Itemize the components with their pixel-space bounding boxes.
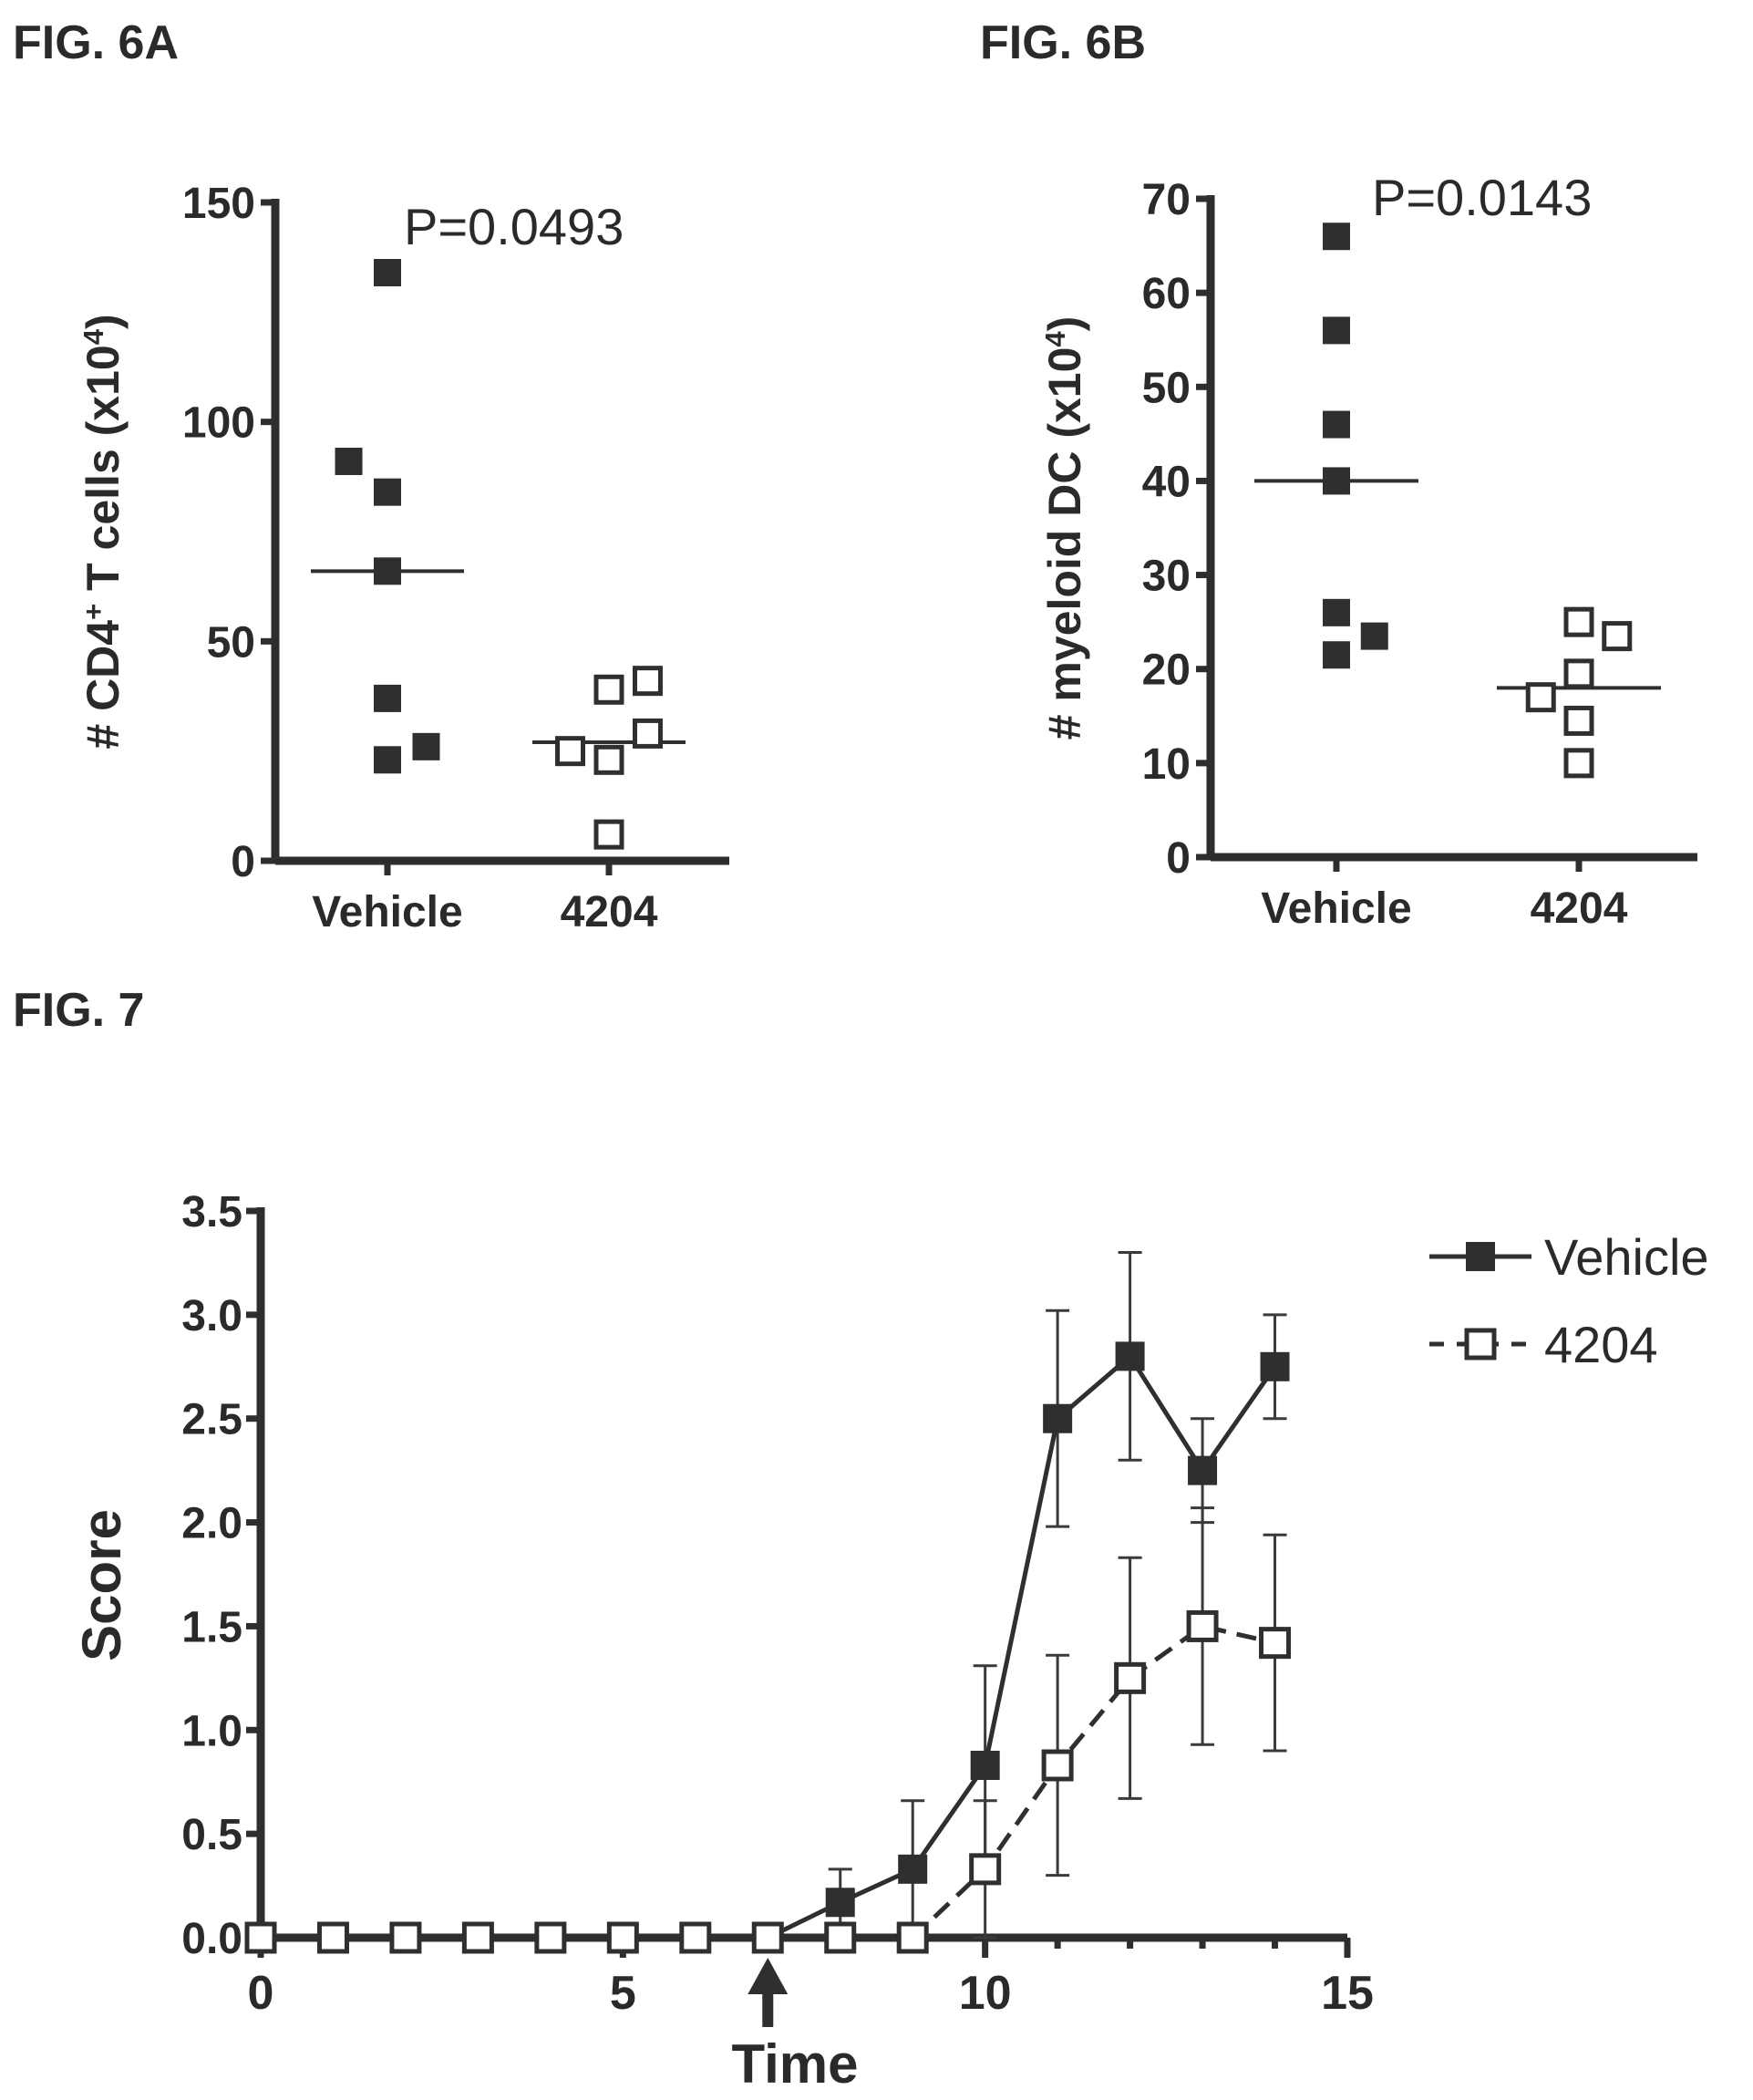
fig6b-y-tick-label: 70 bbox=[1142, 176, 1191, 224]
fig6b-point bbox=[1602, 621, 1633, 652]
fig7-point bbox=[1188, 1455, 1218, 1485]
fig7-point bbox=[534, 1921, 567, 1954]
fig7-legend-marker bbox=[1466, 1242, 1495, 1271]
fig6a-label: FIG. 6A bbox=[13, 16, 179, 69]
fig7-label: FIG. 7 bbox=[13, 984, 144, 1037]
fig6a-y-tick-label: 50 bbox=[207, 618, 255, 667]
fig7-y-tick-label: 2.0 bbox=[181, 1500, 242, 1548]
fig7-x-tick-label: 15 bbox=[1321, 1967, 1374, 2020]
fig6a-y-tick-label: 150 bbox=[182, 180, 255, 228]
fig7-y-tick-label: 3.0 bbox=[181, 1292, 242, 1340]
fig7-point bbox=[606, 1921, 639, 1954]
fig7-y-tick-label: 0.5 bbox=[181, 1811, 242, 1859]
fig6b-point bbox=[1525, 682, 1556, 713]
fig6a-point bbox=[374, 478, 401, 506]
fig7-chart: 0.0 0.5 1.0 1.5 2.0 2.5 3.0 3.5 0 5 10 15 Time Score V… bbox=[71, 1188, 1709, 2095]
fig7-treatment-arrow-head bbox=[748, 1958, 789, 1994]
fig6a-point bbox=[593, 744, 624, 775]
fig6a-point bbox=[412, 732, 440, 760]
fig6b-point bbox=[1563, 748, 1594, 779]
fig7-point bbox=[1186, 1609, 1219, 1642]
fig6a-category-label: 4204 bbox=[561, 888, 658, 936]
fig6b-y-tick-label: 30 bbox=[1142, 553, 1191, 601]
fig6a-point bbox=[555, 736, 586, 767]
fig7-point bbox=[679, 1921, 712, 1954]
fig7-point bbox=[1115, 1341, 1145, 1371]
fig6b-point bbox=[1360, 622, 1388, 650]
fig7-x-tick-label: 0 bbox=[248, 1967, 274, 2020]
fig7-point bbox=[1260, 1351, 1290, 1381]
fig6a-point bbox=[632, 666, 663, 697]
fig6b-y-axis-label: # myeloid DC (x104) bbox=[1039, 316, 1091, 740]
fig6b-point bbox=[1563, 705, 1594, 736]
fig7-x-tick-label: 10 bbox=[959, 1967, 1012, 2020]
fig6b-category-label: 4204 bbox=[1531, 884, 1628, 933]
fig6b-category-label: Vehicle bbox=[1261, 884, 1411, 933]
fig7-point bbox=[389, 1921, 422, 1954]
fig7-legend-marker bbox=[1464, 1328, 1497, 1360]
fig6b-point bbox=[1323, 316, 1350, 345]
fig7-point bbox=[824, 1921, 857, 1954]
fig7-point bbox=[1043, 1403, 1073, 1433]
fig6b-y-tick-label: 50 bbox=[1142, 364, 1191, 412]
fig6b-y-tick-label: 20 bbox=[1142, 647, 1191, 695]
fig6a-point bbox=[335, 447, 363, 475]
fig7-point bbox=[1041, 1749, 1074, 1782]
fig7-series-line bbox=[261, 1352, 1277, 1940]
fig7-y-tick-label: 1.5 bbox=[181, 1603, 242, 1651]
fig6a-y-tick-label: 100 bbox=[182, 399, 255, 448]
fig7-point bbox=[1114, 1661, 1147, 1694]
fig7-point bbox=[461, 1921, 494, 1954]
fig6a-point bbox=[593, 819, 624, 850]
fig6b-point bbox=[1563, 606, 1594, 637]
fig7-treatment-arrow-shaft bbox=[762, 1992, 774, 2027]
fig7-point bbox=[825, 1888, 855, 1918]
fig6b-label: FIG. 6B bbox=[980, 16, 1146, 69]
fig7-y-tick-label: 0.0 bbox=[181, 1915, 242, 1963]
fig6a-category-label: Vehicle bbox=[312, 888, 462, 936]
fig6a-point bbox=[374, 557, 401, 585]
fig6b-point bbox=[1323, 641, 1350, 669]
fig6a-chart: 0 50 100 150 Vehicle 4204 P=0.0493 # CD4+ T cel… bbox=[77, 180, 729, 936]
fig6b-y-tick-label: 40 bbox=[1142, 458, 1191, 506]
fig6a-y-tick-label: 0 bbox=[231, 838, 255, 886]
fig7-y-axis-label: Score bbox=[71, 1509, 132, 1661]
fig6b-point bbox=[1323, 467, 1350, 495]
fig6a-point bbox=[632, 718, 663, 749]
fig6a-point bbox=[374, 259, 401, 287]
fig7-point bbox=[896, 1921, 929, 1954]
fig6a-p-value: P=0.0493 bbox=[404, 198, 624, 255]
fig6a-y-axis-label: # CD4+ T cells (x104) bbox=[77, 314, 129, 749]
fig6b-point bbox=[1563, 658, 1594, 689]
fig7-point bbox=[1259, 1627, 1292, 1660]
fig6b-y-tick-label: 10 bbox=[1142, 740, 1191, 789]
fig6b-point bbox=[1323, 598, 1350, 626]
fig6b-chart: 0 10 20 30 40 50 60 70 Vehicle 4204 P=0.0143 # myel… bbox=[1039, 169, 1697, 933]
fig6a-point bbox=[374, 746, 401, 774]
fig7-point bbox=[751, 1921, 784, 1954]
fig6a-point bbox=[593, 674, 624, 705]
fig7-point bbox=[244, 1921, 277, 1954]
fig7-y-tick-label: 2.5 bbox=[181, 1396, 242, 1444]
fig6a-point bbox=[374, 684, 401, 712]
fig6b-point bbox=[1323, 410, 1350, 439]
fig7-legend-label: Vehicle bbox=[1544, 1228, 1709, 1286]
fig7-point bbox=[970, 1750, 1000, 1780]
fig7-x-axis-label: Time bbox=[732, 2033, 859, 2095]
fig7-point bbox=[316, 1921, 349, 1954]
fig7-y-tick-label: 1.0 bbox=[181, 1707, 242, 1755]
fig7-x-tick-label: 5 bbox=[610, 1967, 636, 2020]
fig6b-y-tick-label: 60 bbox=[1142, 270, 1191, 318]
fig6b-p-value: P=0.0143 bbox=[1372, 169, 1592, 226]
fig7-point bbox=[969, 1853, 1002, 1886]
fig6b-point bbox=[1323, 222, 1350, 251]
fig7-legend-label: 4204 bbox=[1544, 1316, 1658, 1373]
fig7-y-tick-label: 3.5 bbox=[181, 1188, 242, 1236]
fig6b-y-tick-label: 0 bbox=[1166, 834, 1191, 883]
fig7-point bbox=[898, 1854, 928, 1884]
